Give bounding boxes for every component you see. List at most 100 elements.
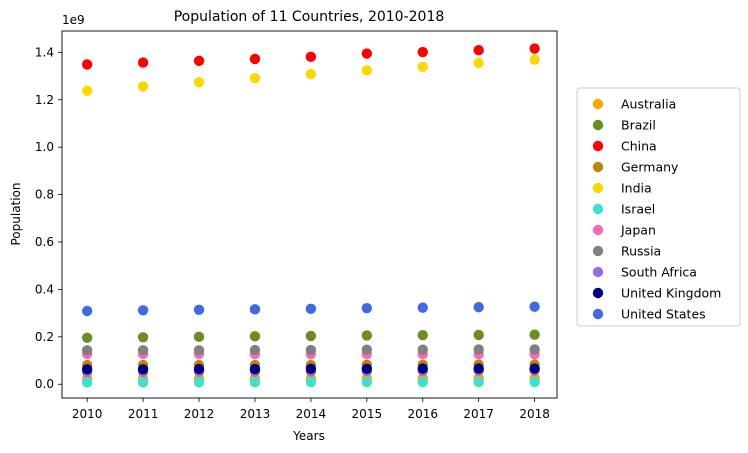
legend-label: Israel — [621, 202, 655, 217]
legend-marker — [592, 161, 604, 173]
point-united-states-2018 — [529, 301, 540, 312]
legend-label: Germany — [621, 160, 679, 175]
point-russia-2015 — [361, 344, 373, 355]
point-india-2018 — [529, 54, 540, 65]
point-united-states-2017 — [473, 302, 484, 313]
y-tick-label: 0.8 — [35, 188, 54, 202]
point-russia-2010 — [81, 345, 93, 356]
point-india-2015 — [361, 65, 373, 76]
x-tick-label: 2018 — [519, 407, 550, 421]
point-china-2016 — [417, 46, 428, 58]
point-united-kingdom-2016 — [417, 363, 428, 374]
point-united-kingdom-2012 — [193, 363, 205, 375]
legend-label: India — [621, 181, 652, 196]
y-tick-label: 1.0 — [35, 140, 54, 154]
y-tick-label: 0.6 — [35, 235, 54, 249]
point-russia-2014 — [305, 344, 317, 356]
point-brazil-2012 — [193, 331, 205, 343]
legend-label: Japan — [620, 223, 656, 238]
y-offset-label: 1e9 — [62, 13, 85, 27]
point-israel-2014 — [305, 377, 317, 388]
x-tick-label: 2010 — [72, 407, 103, 421]
x-tick-label: 2016 — [407, 407, 438, 421]
point-india-2012 — [193, 77, 205, 88]
legend-marker — [592, 224, 604, 236]
point-united-states-2014 — [305, 303, 317, 315]
data-points — [81, 43, 540, 388]
point-israel-2013 — [249, 377, 261, 388]
legend-marker — [592, 98, 604, 110]
legend-label: United States — [621, 307, 706, 322]
point-india-2010 — [81, 85, 93, 96]
legend: Australia Brazil China Germany India Israel Ja… — [576, 87, 741, 327]
point-israel-2016 — [417, 377, 428, 388]
point-china-2018 — [529, 43, 540, 54]
legend-marker — [592, 182, 604, 194]
point-russia-2012 — [193, 345, 205, 356]
x-tick-label: 2012 — [184, 407, 215, 421]
point-israel-2012 — [193, 377, 205, 388]
point-brazil-2013 — [249, 331, 261, 342]
point-china-2017 — [473, 45, 484, 56]
y-tick-label: 0.4 — [35, 282, 54, 296]
legend-marker — [592, 140, 604, 152]
point-brazil-2017 — [473, 329, 484, 341]
x-tick-label: 2015 — [352, 407, 383, 421]
x-tick-label: 2011 — [128, 407, 159, 421]
y-axis-label: Population — [9, 182, 23, 245]
point-israel-2015 — [361, 377, 373, 388]
point-israel-2010 — [81, 377, 93, 388]
point-united-states-2016 — [417, 302, 428, 313]
point-united-states-2012 — [193, 304, 205, 316]
point-china-2013 — [249, 53, 261, 65]
legend-marker — [592, 245, 604, 257]
point-russia-2011 — [137, 345, 149, 356]
legend-marker — [592, 203, 604, 215]
point-united-kingdom-2013 — [249, 363, 261, 375]
point-united-kingdom-2017 — [473, 363, 484, 374]
x-tick-label: 2017 — [463, 407, 494, 421]
x-axis: 2010 2011 2012 2013 2014 2015 2016 2017 2018 — [72, 398, 550, 421]
point-united-kingdom-2010 — [81, 364, 93, 375]
point-united-states-2011 — [137, 305, 149, 316]
point-united-states-2013 — [249, 304, 261, 315]
legend-marker — [592, 266, 604, 278]
point-russia-2016 — [417, 344, 428, 355]
legend-label: Brazil — [621, 118, 656, 133]
legend-label: Australia — [621, 97, 676, 112]
point-china-2014 — [305, 51, 317, 63]
legend-label: China — [621, 139, 657, 154]
x-tick-label: 2014 — [296, 407, 327, 421]
point-brazil-2015 — [361, 330, 373, 341]
point-russia-2017 — [473, 344, 484, 355]
chart-title: Population of 11 Countries, 2010-2018 — [174, 9, 445, 25]
point-united-states-2010 — [81, 305, 93, 317]
x-axis-label: Years — [292, 429, 325, 443]
point-united-kingdom-2014 — [305, 363, 317, 375]
legend-frame — [576, 87, 741, 327]
plot-frame — [61, 30, 558, 399]
point-russia-2013 — [249, 344, 261, 356]
legend-label: South Africa — [621, 265, 697, 280]
point-india-2014 — [305, 68, 317, 80]
legend-label: Russia — [621, 244, 661, 259]
point-israel-2018 — [529, 376, 540, 388]
legend-label: United Kingdom — [621, 286, 721, 301]
point-brazil-2014 — [305, 330, 317, 342]
point-india-2013 — [249, 72, 261, 84]
x-tick-label: 2013 — [240, 407, 271, 421]
point-china-2015 — [361, 48, 373, 59]
legend-marker — [592, 308, 604, 320]
point-china-2012 — [193, 55, 205, 67]
point-brazil-2010 — [81, 332, 93, 343]
point-brazil-2016 — [417, 329, 428, 341]
point-brazil-2011 — [137, 332, 149, 343]
point-israel-2011 — [137, 377, 149, 388]
y-axis: 0.0 0.2 0.4 0.6 0.8 1.0 1.2 1.4 — [35, 45, 62, 391]
y-tick-label: 1.4 — [35, 45, 54, 59]
point-china-2010 — [81, 59, 93, 70]
legend-marker — [592, 119, 604, 131]
point-united-kingdom-2011 — [137, 364, 149, 375]
point-india-2011 — [137, 81, 149, 92]
